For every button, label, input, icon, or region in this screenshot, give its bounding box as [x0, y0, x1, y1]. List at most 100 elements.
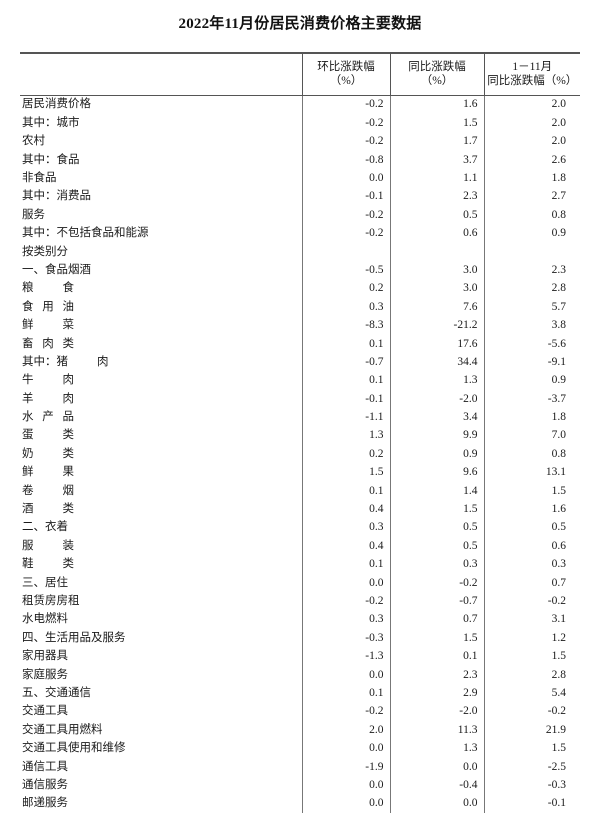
cell-yoy: 1.5: [390, 501, 484, 519]
cell-mom: 0.2: [302, 445, 390, 463]
cell-mom: -0.1: [302, 188, 390, 206]
column-header-yoy-line2: （%）: [391, 74, 484, 88]
cell-yoy: -21.2: [390, 317, 484, 335]
cell-mom: -0.2: [302, 225, 390, 243]
cell-yoy: 9.9: [390, 427, 484, 445]
cell-yoy: 1.6: [390, 96, 484, 115]
cell-mom: -0.2: [302, 96, 390, 115]
cell-mom: 0.1: [302, 556, 390, 574]
cell-yoy: 0.5: [390, 519, 484, 537]
cell-cum: 2.0: [484, 96, 580, 115]
column-header-cumulative-line2: 同比涨跌幅（%）: [485, 74, 581, 88]
row-label: 水电燃料: [20, 611, 302, 629]
column-header-yoy: 同比涨跌幅 （%）: [390, 53, 484, 96]
row-label: 服装: [20, 537, 302, 555]
cell-yoy: 1.7: [390, 133, 484, 151]
cell-yoy: 0.0: [390, 795, 484, 813]
row-label: 五、交通通信: [20, 685, 302, 703]
cell-yoy: 0.3: [390, 556, 484, 574]
cell-yoy: 1.1: [390, 170, 484, 188]
cell-yoy: 3.0: [390, 262, 484, 280]
column-header-yoy-line1: 同比涨跌幅: [391, 60, 484, 74]
row-label: 服务: [20, 206, 302, 224]
cell-yoy: 7.6: [390, 298, 484, 316]
cell-cum: 1.8: [484, 170, 580, 188]
cell-yoy: -0.4: [390, 776, 484, 794]
row-label: 交通工具使用和维修: [20, 740, 302, 758]
cell-cum: 1.5: [484, 740, 580, 758]
cell-mom: 0.1: [302, 372, 390, 390]
row-label: 其中：猪肉: [20, 353, 302, 371]
row-label: 奶类: [20, 445, 302, 463]
cell-yoy: 2.3: [390, 188, 484, 206]
cell-yoy: 1.4: [390, 482, 484, 500]
cell-yoy: 0.6: [390, 225, 484, 243]
cell-cum: 1.8: [484, 409, 580, 427]
row-label: 水产品: [20, 409, 302, 427]
cell-yoy: 1.3: [390, 372, 484, 390]
row-label: 二、衣着: [20, 519, 302, 537]
cell-mom: 0.3: [302, 611, 390, 629]
cell-mom: 0.2: [302, 280, 390, 298]
cell-cum: -0.3: [484, 776, 580, 794]
cell-yoy: 17.6: [390, 335, 484, 353]
row-label: 其中：城市: [20, 114, 302, 132]
cell-yoy: 1.3: [390, 740, 484, 758]
cell-mom: -8.3: [302, 317, 390, 335]
row-label: 家庭服务: [20, 666, 302, 684]
cell-yoy: -2.0: [390, 390, 484, 408]
row-label: 酒类: [20, 501, 302, 519]
cell-cum: -0.1: [484, 795, 580, 813]
cell-mom: -0.2: [302, 206, 390, 224]
cell-mom: [302, 243, 390, 261]
cell-yoy: 34.4: [390, 353, 484, 371]
cell-mom: -0.7: [302, 353, 390, 371]
cell-yoy: 3.7: [390, 151, 484, 169]
cell-cum: 0.5: [484, 519, 580, 537]
cell-yoy: -0.2: [390, 574, 484, 592]
row-label: 交通工具用燃料: [20, 721, 302, 739]
cell-cum: 3.1: [484, 611, 580, 629]
cell-cum: 5.4: [484, 685, 580, 703]
cell-yoy: 3.0: [390, 280, 484, 298]
cell-yoy: 11.3: [390, 721, 484, 739]
cell-cum: 7.0: [484, 427, 580, 445]
document-page: 2022年11月份居民消费价格主要数据 环比涨跌幅 （%） 同比涨跌幅: [0, 0, 600, 719]
table-header: 环比涨跌幅 （%） 同比涨跌幅 （%） 1－11月 同比涨跌幅（%）: [20, 53, 580, 96]
row-label: 卷烟: [20, 482, 302, 500]
row-label: 邮递服务: [20, 795, 302, 813]
cell-cum: 5.7: [484, 298, 580, 316]
row-label: 粮食: [20, 280, 302, 298]
cell-cum: 0.9: [484, 372, 580, 390]
cell-mom: 0.0: [302, 740, 390, 758]
row-label: 居民消费价格: [20, 96, 302, 115]
table-row: 按类别分: [20, 243, 580, 261]
cell-mom: 0.1: [302, 685, 390, 703]
cell-mom: 0.1: [302, 335, 390, 353]
cell-mom: 2.0: [302, 721, 390, 739]
cell-cum: 1.5: [484, 482, 580, 500]
cell-yoy: 2.9: [390, 685, 484, 703]
cell-cum: 2.3: [484, 262, 580, 280]
cell-yoy: 0.5: [390, 206, 484, 224]
